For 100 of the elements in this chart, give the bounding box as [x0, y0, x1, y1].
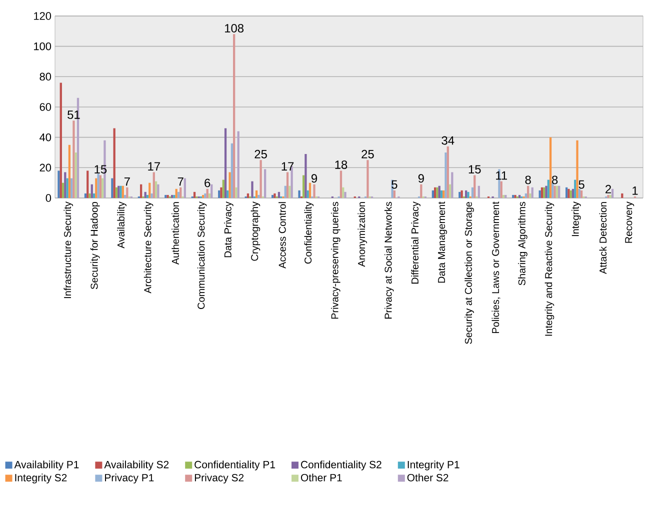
- legend-label: Availability S2: [104, 460, 169, 470]
- legend-label: Privacy S2: [194, 474, 244, 484]
- bar: [235, 187, 238, 198]
- bar: [115, 187, 118, 198]
- y-tick-label: 40: [40, 133, 52, 142]
- legend-label: Other P1: [300, 474, 342, 482]
- bar: [552, 182, 554, 198]
- bar: [558, 186, 560, 198]
- bar: [140, 184, 142, 198]
- bar: [574, 180, 576, 198]
- bar: [260, 160, 262, 198]
- bar: [95, 178, 98, 198]
- bar: [228, 172, 231, 198]
- x-tick-label: Security at Collection or Storage: [464, 202, 474, 344]
- x-tick-label: Data Privacy: [224, 202, 234, 258]
- bar: [442, 190, 445, 198]
- bar: [556, 186, 558, 198]
- x-tick-label: Integrity and Reactive Security: [544, 202, 554, 336]
- bar: [308, 182, 312, 198]
- bar: [206, 188, 208, 198]
- bar: [208, 193, 211, 198]
- bar: [84, 193, 87, 198]
- bar: [154, 181, 158, 198]
- bar: [92, 193, 96, 198]
- bar: [531, 187, 534, 198]
- bar: [554, 186, 556, 198]
- x-tick-label: Confidentiality: [304, 202, 314, 264]
- bar: [547, 180, 550, 198]
- data-label: 34: [442, 136, 454, 145]
- y-tick-label: 100: [34, 42, 52, 50]
- bar: [340, 170, 342, 198]
- legend-label: Integrity P1: [408, 460, 460, 470]
- bar: [144, 192, 146, 198]
- data-label: 2: [606, 184, 611, 194]
- bar: [193, 192, 196, 198]
- bar: [444, 152, 447, 198]
- bar: [68, 144, 71, 198]
- bar: [111, 178, 114, 198]
- data-label: 51: [68, 110, 80, 119]
- bar: [218, 190, 220, 198]
- bar: [126, 187, 128, 198]
- data-label: 9: [312, 174, 318, 183]
- bar: [88, 193, 91, 198]
- bar: [74, 152, 77, 198]
- data-label: 11: [496, 171, 507, 180]
- bar: [278, 192, 280, 198]
- x-tick-label: Architecture Security: [144, 202, 154, 294]
- data-label: 18: [335, 160, 348, 169]
- bar: [284, 186, 286, 198]
- x-tick-label: Authentication: [172, 202, 179, 265]
- bar: [391, 180, 394, 198]
- legend-label: Privacy P1: [105, 474, 154, 484]
- bar: [113, 128, 116, 198]
- bar: [157, 184, 160, 198]
- bar: [478, 186, 480, 198]
- bar: [146, 194, 149, 198]
- bar: [440, 190, 443, 198]
- data-label: 6: [204, 178, 210, 188]
- y-tick-label: 80: [40, 72, 52, 81]
- y-tick-label: 0: [46, 194, 52, 202]
- data-label: 108: [225, 24, 244, 32]
- bar: [222, 180, 224, 198]
- bar: [298, 190, 300, 198]
- x-tick-label: Cryptography: [250, 202, 260, 261]
- bar: [572, 188, 574, 198]
- bar: [230, 143, 234, 198]
- x-tick-label: Differential Privacy: [411, 202, 420, 284]
- x-tick-label: Anonymization: [358, 202, 368, 267]
- y-tick-label: 60: [40, 103, 52, 111]
- data-label: 9: [418, 174, 424, 183]
- bar: [527, 186, 530, 198]
- bar: [97, 174, 100, 198]
- data-label: 25: [254, 150, 267, 158]
- bar: [549, 137, 552, 198]
- legend-label: Confidentiality P1: [194, 460, 275, 470]
- x-tick-label: Privacy at Social Networks: [384, 202, 394, 319]
- bar: [258, 194, 260, 198]
- bar: [432, 190, 434, 198]
- x-tick-label: Integrity: [572, 202, 581, 236]
- x-tick-label: Privacy-preserving queries: [331, 202, 340, 319]
- data-label: 17: [282, 162, 294, 171]
- x-tick-label: Communication Security: [197, 202, 207, 309]
- bar: [540, 187, 544, 198]
- bar: [342, 187, 344, 198]
- bar: [99, 175, 102, 198]
- bar: [246, 193, 250, 198]
- bar: [500, 181, 502, 198]
- bar: [177, 192, 180, 198]
- x-tick-label: Recovery: [625, 202, 634, 243]
- bar: [175, 188, 178, 198]
- data-label: 7: [178, 177, 184, 186]
- data-label: 15: [468, 165, 481, 174]
- bar: [502, 194, 505, 198]
- x-tick-label: Policies, Laws or Government: [492, 202, 500, 334]
- bar: [58, 170, 60, 198]
- x-tick-label: Infrastructure Security: [64, 202, 74, 298]
- data-label: 5: [392, 180, 398, 189]
- bar: [226, 190, 229, 198]
- bar: [86, 170, 89, 198]
- bar: [60, 82, 62, 198]
